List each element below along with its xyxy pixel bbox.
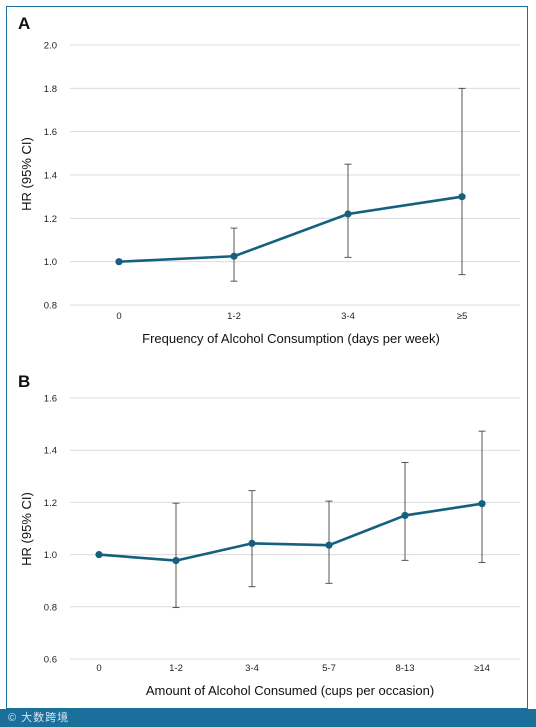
panel-b-y-tick-label: 0.8 bbox=[44, 602, 57, 613]
panel-b-x-axis-title: Amount of Alcohol Consumed (cups per occ… bbox=[146, 683, 434, 698]
panel-a-data-point bbox=[458, 193, 466, 201]
watermark-logo: © 大数跨境 bbox=[8, 712, 70, 724]
panel-b-chart: 0.6 0.8 1.0 1.2 1.4 1.6 0 1-2 3-4 5-7 8-13 ≥14 bbox=[44, 394, 520, 674]
panel-a-data-point bbox=[115, 258, 123, 266]
panel-a-x-tick-label: 1-2 bbox=[227, 311, 241, 322]
panel-b-y-axis-title: HR (95% CI) bbox=[19, 492, 34, 566]
panel-a-x-tick-label: 3-4 bbox=[341, 311, 355, 322]
panel-b-y-tick-label: 1.4 bbox=[44, 446, 57, 457]
panel-a-x-axis-title: Frequency of Alcohol Consumption (days p… bbox=[142, 331, 440, 346]
panel-a-label: A bbox=[18, 14, 30, 33]
panel-a-y-axis-title: HR (95% CI) bbox=[19, 137, 34, 211]
panel-b-x-tick-label: 0 bbox=[96, 663, 101, 674]
panel-a-y-tick-label: 1.2 bbox=[44, 214, 57, 225]
panel-a-chart: 0.8 1.0 1.2 1.4 1.6 1.8 2.0 0 1-2 3-4 ≥5 bbox=[44, 41, 520, 322]
panel-a-data-point bbox=[344, 210, 352, 218]
panel-a-y-tick-label: 0.8 bbox=[44, 301, 57, 312]
panel-b-x-tick-label: 5-7 bbox=[322, 663, 336, 674]
panel-b-x-tick-label: 1-2 bbox=[169, 663, 183, 674]
footer-bar bbox=[0, 709, 536, 727]
panel-a-y-tick-label: 1.0 bbox=[44, 257, 57, 268]
panel-b-label: B bbox=[18, 372, 30, 391]
panel-b-data-point bbox=[325, 541, 333, 549]
panel-b-x-tick-label: 3-4 bbox=[245, 663, 259, 674]
panel-b-data-point bbox=[172, 557, 180, 565]
panel-b-y-tick-label: 0.6 bbox=[44, 655, 57, 666]
panel-a-y-tick-label: 2.0 bbox=[44, 41, 57, 52]
panel-b-y-tick-label: 1.6 bbox=[44, 394, 57, 405]
panel-a-y-tick-label: 1.6 bbox=[44, 127, 57, 138]
panel-a-data-point bbox=[230, 252, 238, 260]
figure-frame bbox=[6, 6, 528, 709]
panel-b-data-point bbox=[95, 551, 103, 559]
panel-b-x-tick-label: ≥14 bbox=[474, 663, 490, 674]
panel-b-data-point bbox=[401, 511, 409, 520]
panel-b-y-tick-label: 1.2 bbox=[44, 498, 57, 509]
panel-b-x-tick-label: 8-13 bbox=[395, 663, 414, 674]
panel-a-y-tick-label: 1.8 bbox=[44, 84, 57, 95]
panel-a-x-tick-label: 0 bbox=[116, 311, 121, 322]
panel-a-x-tick-label: ≥5 bbox=[457, 311, 468, 322]
panel-b-series-line bbox=[98, 502, 483, 562]
panel-b-data-point bbox=[478, 500, 486, 508]
panel-a-y-tick-label: 1.4 bbox=[44, 171, 57, 182]
panel-b-data-point bbox=[248, 539, 256, 547]
panel-b-y-tick-label: 1.0 bbox=[44, 550, 57, 561]
panel-a-series-line bbox=[118, 195, 463, 263]
